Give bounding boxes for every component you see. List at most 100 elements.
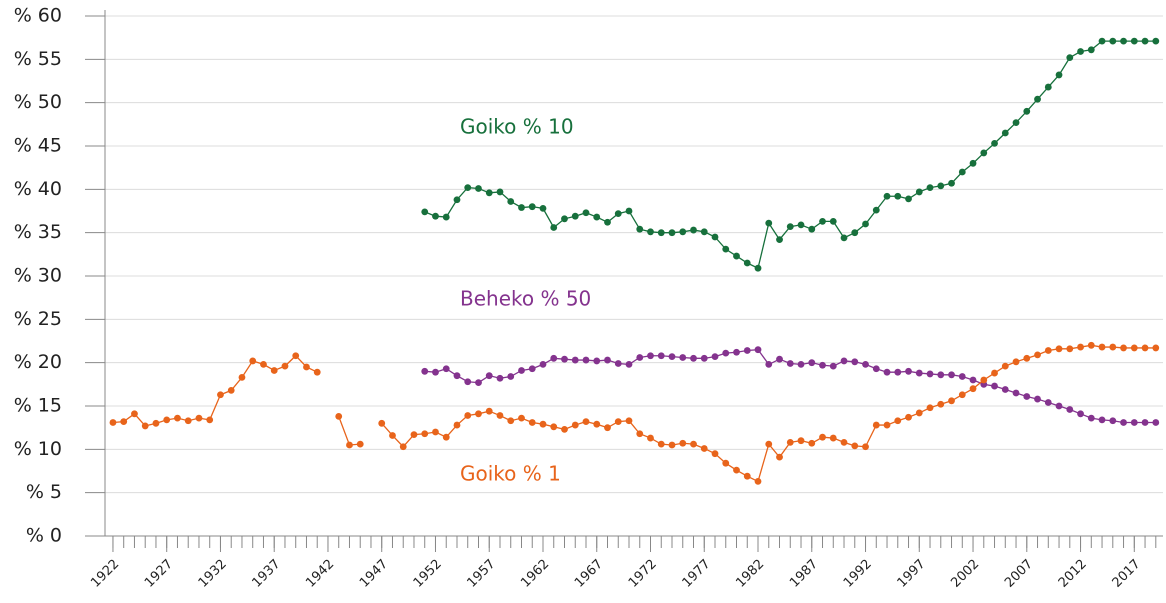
data-point [1044,83,1052,91]
data-point [690,440,697,448]
data-point [937,400,945,408]
data-point [260,361,267,368]
data-point [270,367,278,374]
data-point [786,223,794,231]
data-point [862,220,869,228]
data-point [410,431,418,438]
data-point [1001,386,1009,393]
x-tick-label: 1947 [357,557,391,591]
data-point [1109,343,1117,351]
data-point [969,385,977,393]
data-point [249,357,257,365]
data-point [1120,419,1127,426]
data-point [1098,416,1106,424]
x-tick-label: 1952 [411,557,445,591]
data-point [217,391,224,399]
data-point [690,226,697,234]
data-point [1130,344,1138,352]
data-point [733,348,740,356]
x-tick-label: 1997 [895,557,929,591]
data-point [894,192,902,200]
data-point [829,434,837,442]
data-point [485,372,493,380]
data-point [604,356,611,364]
x-tick-label: 1972 [626,557,660,591]
data-point [894,368,902,376]
data-point [475,185,482,192]
data-point [937,371,945,379]
x-tick-label: 1987 [787,557,821,591]
data-point [647,228,654,236]
data-point [711,353,719,360]
data-point [464,412,472,419]
data-point [184,417,192,425]
data-point [1034,95,1041,103]
data-point [647,352,654,360]
data-point [281,362,289,370]
data-point [786,439,794,446]
x-tick-label: 2002 [948,557,982,591]
data-point [582,418,590,425]
data-point [421,430,429,438]
data-point [657,352,665,360]
y-tick-label: % 55 [14,48,62,70]
data-point [948,371,955,379]
data-point [1012,389,1020,397]
y-tick-label: % 50 [14,91,62,113]
data-point [421,208,429,216]
data-point [851,442,859,450]
data-point [1055,345,1063,353]
data-point [647,434,654,442]
data-point [991,140,998,147]
data-point [238,374,246,381]
data-point [335,413,343,420]
data-point [163,416,171,424]
data-point [765,361,773,368]
data-point [808,225,816,233]
data-point [1109,37,1117,45]
data-point [1087,341,1095,349]
data-point [700,445,708,452]
data-point [550,224,558,231]
data-point [851,358,859,366]
data-point [1066,406,1074,413]
data-point [152,419,160,427]
data-point [174,414,181,422]
data-point [657,229,665,237]
data-point [1077,343,1084,351]
data-point [292,352,300,360]
data-point [743,347,751,354]
data-point [797,437,805,445]
y-tick-label: % 30 [14,265,62,287]
data-point [593,420,601,428]
data-point [797,221,805,229]
y-tick-label: % 0 [26,525,62,547]
data-point [539,420,547,428]
x-tick-label: 1992 [841,557,875,591]
data-point [905,367,912,375]
data-point [679,439,687,447]
x-tick-label: 1982 [733,557,767,591]
data-point [1152,344,1160,352]
x-tick-label: 1932 [196,557,230,591]
data-point [1152,37,1160,45]
data-point [743,259,751,267]
data-point [571,356,579,364]
y-tick-label: % 45 [14,135,62,157]
data-point [442,365,450,373]
data-point [733,466,740,474]
y-tick-label: % 20 [14,351,62,373]
data-point [625,361,633,368]
data-point [991,382,998,390]
data-point [604,424,611,432]
data-point [840,357,848,365]
data-point [840,439,848,446]
data-point [120,418,128,425]
data-point [700,228,708,236]
x-tick-label: 1927 [142,557,176,591]
data-point [131,410,138,418]
data-point [496,374,504,382]
data-point [915,369,923,377]
data-point [1066,54,1074,61]
